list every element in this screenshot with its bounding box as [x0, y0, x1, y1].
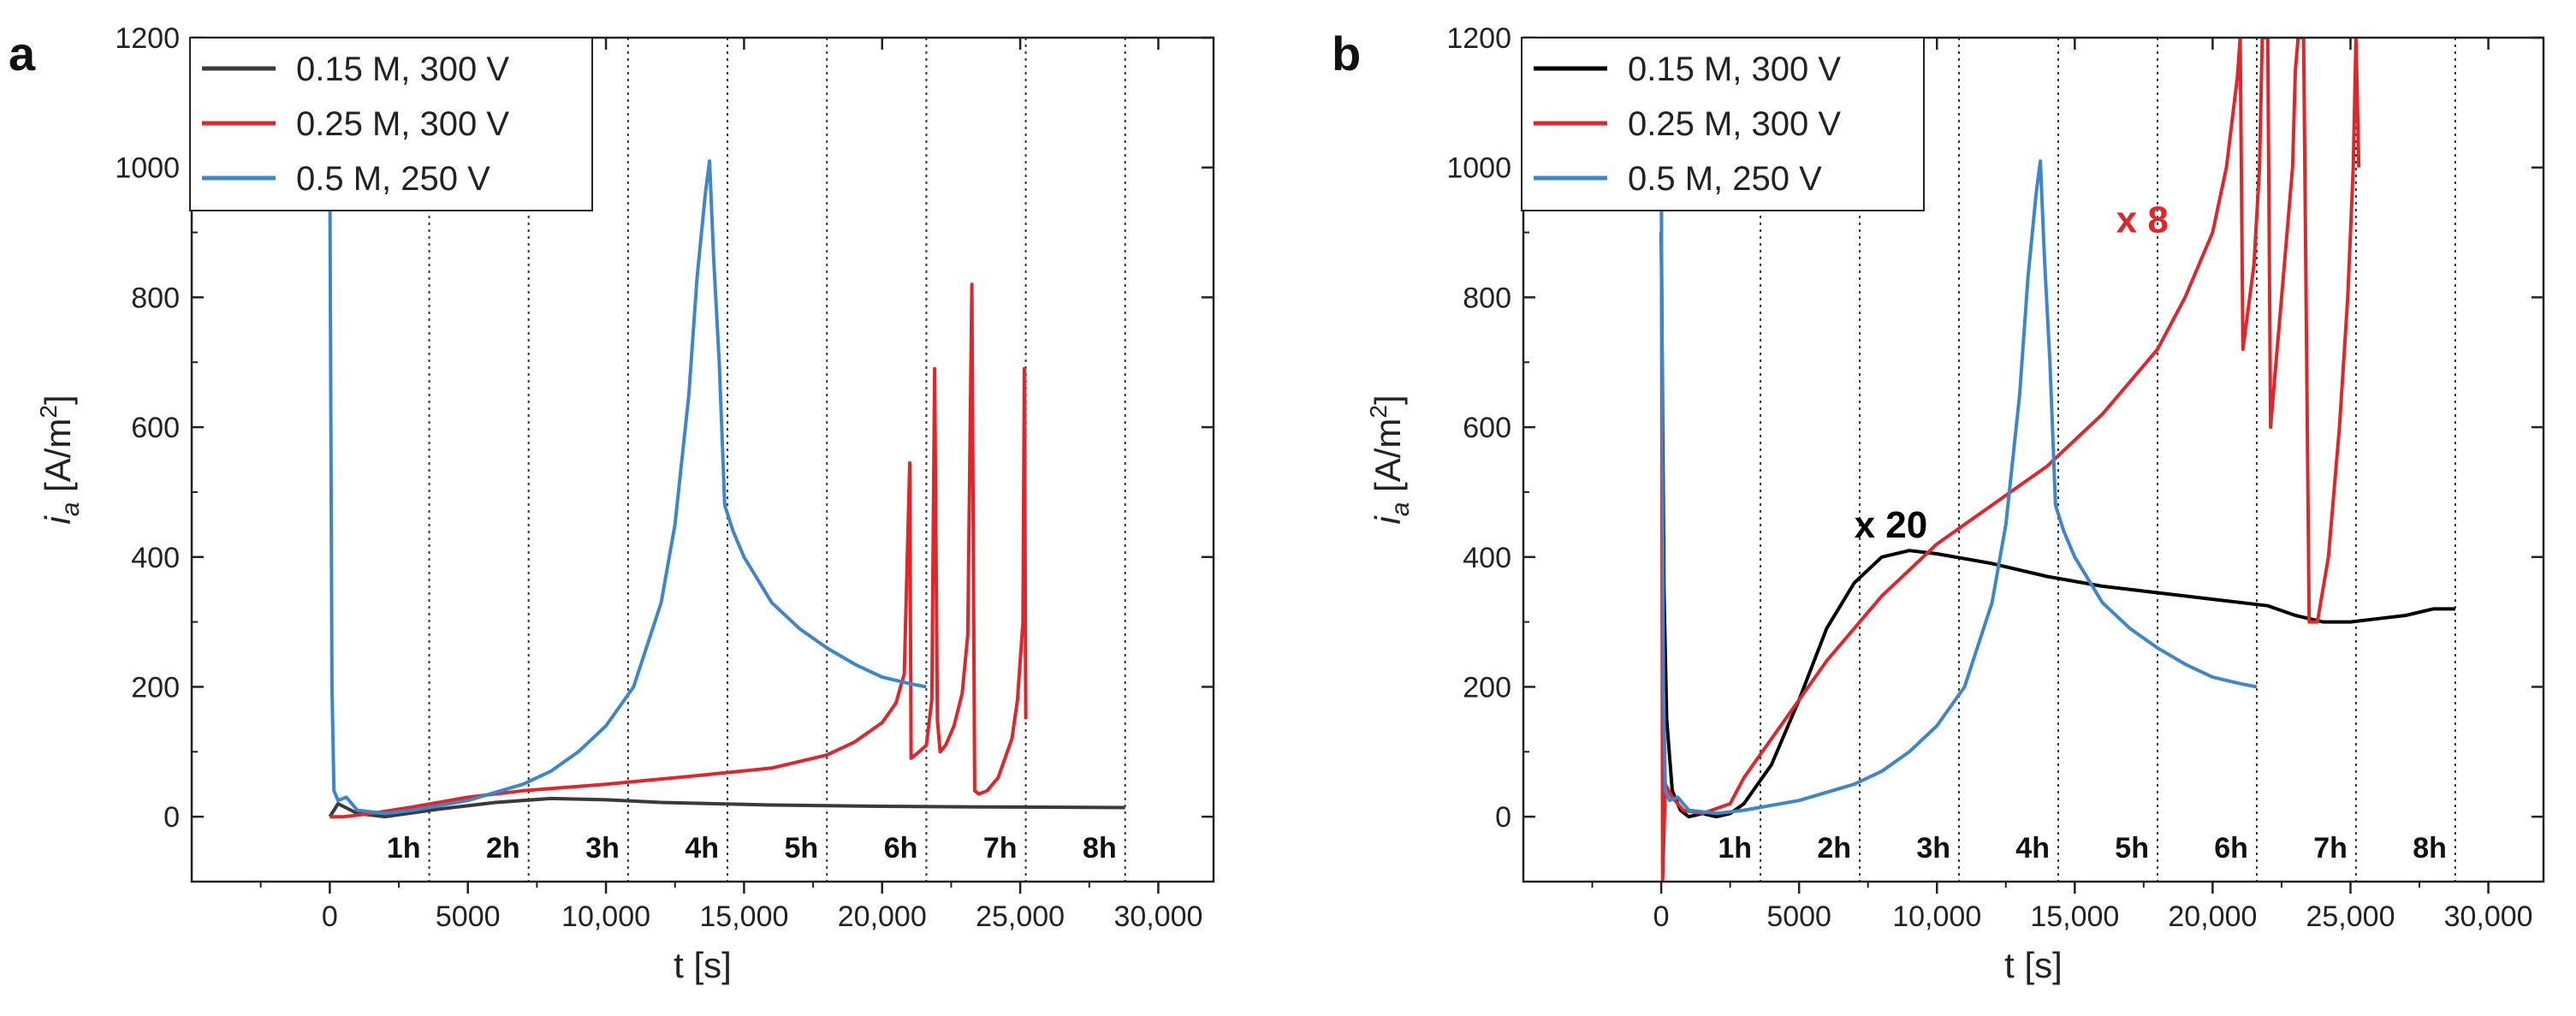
x-tick-label: 25,000: [2306, 900, 2395, 933]
y-tick-label: 1200: [115, 22, 180, 55]
chart-panel-b: 1h 2h 3h 4h 5h 6h 7h 8h 0 200 400 600 800 1000 1200 0 50…: [1332, 22, 2545, 985]
x-tick-label: 15,000: [2030, 900, 2119, 933]
x-tick-label: 25,000: [976, 900, 1065, 933]
y-label-symbol: i: [38, 515, 78, 525]
hour-label: 3h: [1916, 832, 1950, 864]
hour-label: 7h: [983, 832, 1018, 864]
series-group: [328, 159, 1125, 819]
plot-frame: [190, 36, 1215, 883]
y-tick-label: 0: [1495, 801, 1511, 834]
plot-frame: [1522, 36, 2545, 883]
x-tick-label: 10,000: [561, 900, 650, 933]
x-tick-label: 30,000: [1113, 900, 1202, 933]
y-label-subscript: a: [56, 502, 85, 517]
y-axis-label: ia [A/m2]: [35, 395, 85, 524]
hour-label: 3h: [585, 832, 620, 864]
hour-label: 5h: [2115, 832, 2149, 864]
x-tick-label: 30,000: [2444, 900, 2533, 933]
y-label-unit: [A/m: [1368, 419, 1408, 502]
hour-label: 4h: [2015, 832, 2050, 864]
hour-label: 1h: [387, 832, 421, 864]
annotation-0: x 20: [1855, 504, 1928, 546]
hour-label: 6h: [2214, 832, 2248, 864]
y-label-superscript: 2: [1365, 405, 1392, 419]
series-line-1: [329, 282, 1028, 819]
y-label-close: ]: [1368, 395, 1408, 405]
x-tick-label: 0: [1653, 900, 1670, 933]
y-label-close: ]: [38, 395, 78, 405]
hour-label: 5h: [785, 832, 819, 864]
hour-label: 2h: [1817, 832, 1851, 864]
y-label-superscript: 2: [35, 405, 62, 419]
y-tick-label: 1000: [115, 152, 180, 185]
y-tick-label: 800: [131, 282, 180, 314]
legend: 0.15 M, 300 V 0.25 M, 300 V 0.5 M, 250 V: [189, 37, 593, 211]
y-tick-label: 600: [131, 412, 180, 444]
y-tick-label: 400: [131, 542, 180, 574]
y-label-unit: [A/m: [38, 419, 78, 502]
y-tick-label: 200: [1463, 671, 1511, 704]
x-tick-label: 20,000: [2168, 900, 2257, 933]
x-tick-label: 15,000: [699, 900, 788, 933]
legend-entry-0: 0.15 M, 300 V: [1628, 51, 1841, 88]
legend-entry-1: 0.25 M, 300 V: [296, 105, 509, 143]
y-tick-label: 800: [1463, 282, 1511, 314]
x-tick-label: 0: [322, 900, 338, 933]
series-line-2: [328, 159, 927, 816]
y-label-subscript: a: [1386, 502, 1415, 517]
series-group: [1659, 38, 2455, 882]
x-tick-label: 5000: [436, 900, 501, 933]
y-tick-label: 0: [163, 801, 180, 834]
y-tick-label: 1200: [1446, 22, 1511, 55]
hour-label: 1h: [1718, 832, 1752, 864]
y-tick-label: 1000: [1446, 152, 1511, 185]
x-tick-label: 5000: [1766, 900, 1831, 933]
y-tick-label: 600: [1463, 412, 1511, 444]
y-label-symbol: i: [1368, 515, 1408, 525]
panel-letter: b: [1332, 27, 1361, 80]
y-tick-label: 400: [1463, 542, 1511, 574]
y-tick-label: 200: [131, 671, 180, 704]
series-line-2: [1659, 159, 2258, 816]
legend: 0.15 M, 300 V 0.25 M, 300 V 0.5 M, 250 V: [1521, 37, 1925, 211]
x-axis-label: t [s]: [2004, 945, 2063, 985]
x-axis-label: t [s]: [674, 945, 732, 985]
panel-letter: a: [9, 27, 36, 80]
hour-label: 4h: [685, 832, 719, 864]
chart-panel-a: 1h 2h 3h 4h 5h 6h 7h 8h 0 200 400 600 800 1000 1200 0 50…: [9, 22, 1215, 985]
legend-entry-0: 0.15 M, 300 V: [296, 51, 509, 88]
series-line-0: [1659, 232, 2455, 819]
hour-label: 7h: [2313, 832, 2347, 864]
hour-label: 8h: [1083, 832, 1117, 864]
annotation-1: x 8: [2116, 199, 2169, 241]
legend-entry-2: 0.5 M, 250 V: [1628, 160, 1822, 198]
hour-label: 8h: [2413, 832, 2447, 864]
legend-entry-2: 0.5 M, 250 V: [296, 160, 490, 198]
hour-label: 6h: [884, 832, 918, 864]
y-axis-label: ia [A/m2]: [1365, 395, 1415, 524]
x-tick-label: 20,000: [838, 900, 927, 933]
legend-entry-1: 0.25 M, 300 V: [1628, 105, 1841, 143]
hour-label: 2h: [486, 832, 520, 864]
x-tick-label: 10,000: [1892, 900, 1981, 933]
series-line-1: [1659, 38, 2361, 882]
